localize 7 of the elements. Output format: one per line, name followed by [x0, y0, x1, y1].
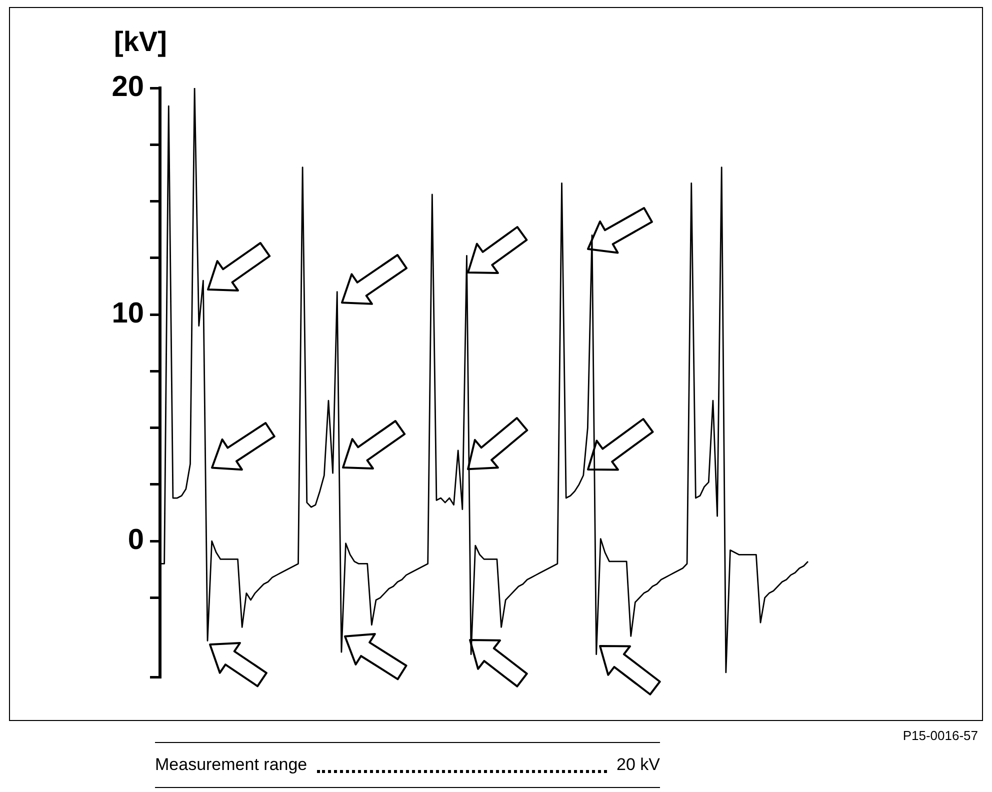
y-tick-label: 20	[112, 71, 144, 103]
text: Measurement range	[155, 755, 308, 775]
y-tick-label: 10	[112, 298, 144, 330]
text: 20 kV	[616, 755, 660, 775]
y-tick-label: 0	[128, 524, 144, 556]
y-axis-title: [kV]	[114, 26, 167, 58]
text: P15-0016-57	[902, 728, 978, 743]
